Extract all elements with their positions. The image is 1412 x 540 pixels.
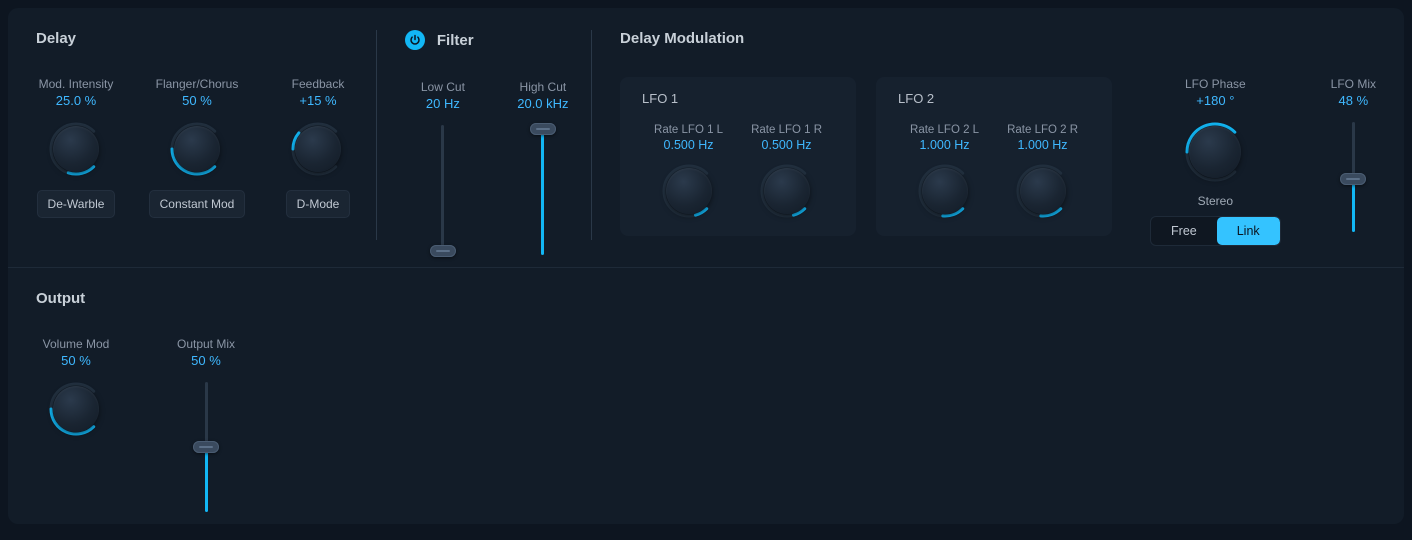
- lfo1-title: LFO 1: [642, 91, 834, 106]
- lfo2-title: LFO 2: [898, 91, 1090, 106]
- dmode-button[interactable]: D-Mode: [286, 190, 351, 218]
- lfo2-rate-r-value[interactable]: 1.000 Hz: [1018, 138, 1068, 152]
- high-cut-control: High Cut 20.0 kHz: [513, 80, 573, 255]
- delay-title: Delay: [36, 30, 358, 47]
- low-cut-value[interactable]: 20 Hz: [426, 96, 460, 111]
- lfo1-rate-l-label: Rate LFO 1 L: [654, 124, 723, 136]
- delay-controls: Mod. Intensity 25.0 % De-Warble Flanger/…: [36, 77, 358, 218]
- mod-intensity-control: Mod. Intensity 25.0 % De-Warble: [36, 77, 116, 218]
- flanger-chorus-knob[interactable]: [170, 122, 224, 176]
- high-cut-label: High Cut: [520, 80, 567, 94]
- filter-title: Filter: [437, 32, 474, 49]
- lfo1-rate-r-knob[interactable]: [760, 164, 814, 218]
- delay-mod-controls: LFO 1 Rate LFO 1 L 0.500 Hz Rate LFO 1 R…: [620, 77, 1376, 246]
- output-section: Output Volume Mod 50 % Output Mix 50 %: [8, 268, 1404, 534]
- feedback-control: Feedback +15 % D-Mode: [278, 77, 358, 218]
- feedback-knob[interactable]: [291, 122, 345, 176]
- volume-mod-control: Volume Mod 50 %: [36, 337, 116, 512]
- filter-section: Filter Low Cut 20 Hz High Cut 20.0 kHz: [405, 30, 573, 245]
- delay-section: Delay Mod. Intensity 25.0 % De-Warble Fl…: [36, 30, 358, 245]
- flanger-chorus-value[interactable]: 50 %: [182, 93, 212, 108]
- output-title: Output: [36, 290, 1376, 307]
- stereo-label: Stereo: [1198, 194, 1233, 208]
- mod-intensity-knob[interactable]: [49, 122, 103, 176]
- effects-panel: Delay Mod. Intensity 25.0 % De-Warble Fl…: [8, 8, 1404, 524]
- divider-1: [376, 30, 377, 240]
- lfo1-rate-l-value[interactable]: 0.500 Hz: [664, 138, 714, 152]
- lfo1-rate-l-knob[interactable]: [662, 164, 716, 218]
- lfo1-box: LFO 1 Rate LFO 1 L 0.500 Hz Rate LFO 1 R…: [620, 77, 856, 236]
- volume-mod-label: Volume Mod: [43, 337, 110, 351]
- output-controls: Volume Mod 50 % Output Mix 50 %: [36, 337, 1376, 512]
- lfo-phase-label: LFO Phase: [1185, 77, 1246, 91]
- lfo2-rate-l-label: Rate LFO 2 L: [910, 124, 979, 136]
- feedback-label: Feedback: [292, 77, 345, 91]
- high-cut-value[interactable]: 20.0 kHz: [517, 96, 568, 111]
- delay-mod-title: Delay Modulation: [620, 30, 1376, 47]
- top-row: Delay Mod. Intensity 25.0 % De-Warble Fl…: [8, 8, 1404, 268]
- low-cut-control: Low Cut 20 Hz: [413, 80, 473, 255]
- output-mix-control: Output Mix 50 %: [166, 337, 246, 512]
- volume-mod-knob[interactable]: [49, 382, 103, 436]
- stereo-free-button[interactable]: Free: [1151, 217, 1217, 245]
- lfo-mix-control: LFO Mix 48 %: [1331, 77, 1376, 232]
- divider-2: [591, 30, 592, 240]
- output-mix-slider[interactable]: [205, 382, 208, 512]
- lfo2-box: LFO 2 Rate LFO 2 L 1.000 Hz Rate LFO 2 R…: [876, 77, 1112, 236]
- output-mix-value[interactable]: 50 %: [191, 353, 221, 368]
- lfo-mix-label: LFO Mix: [1331, 77, 1376, 91]
- filter-header: Filter: [405, 30, 573, 50]
- lfo1-rate-r-control: Rate LFO 1 R 0.500 Hz: [751, 124, 822, 218]
- stereo-segmented: Free Link: [1150, 216, 1281, 246]
- volume-mod-value[interactable]: 50 %: [61, 353, 91, 368]
- mod-intensity-value[interactable]: 25.0 %: [56, 93, 96, 108]
- delay-modulation-section: Delay Modulation LFO 1 Rate LFO 1 L 0.50…: [620, 30, 1376, 245]
- lfo2-rate-r-label: Rate LFO 2 R: [1007, 124, 1078, 136]
- flanger-chorus-label: Flanger/Chorus: [156, 77, 239, 91]
- lfo-mix-value[interactable]: 48 %: [1339, 93, 1369, 108]
- lfo1-rate-r-label: Rate LFO 1 R: [751, 124, 822, 136]
- stereo-link-button[interactable]: Link: [1217, 217, 1280, 245]
- filter-controls: Low Cut 20 Hz High Cut 20.0 kHz: [405, 80, 573, 255]
- low-cut-slider[interactable]: [441, 125, 444, 255]
- lfo2-rate-l-control: Rate LFO 2 L 1.000 Hz: [910, 124, 979, 218]
- lfo2-rate-l-value[interactable]: 1.000 Hz: [920, 138, 970, 152]
- constant-mod-button[interactable]: Constant Mod: [149, 190, 246, 218]
- flanger-chorus-control: Flanger/Chorus 50 % Constant Mod: [152, 77, 242, 218]
- lfo-phase-value[interactable]: +180 °: [1196, 93, 1234, 108]
- mod-intensity-label: Mod. Intensity: [39, 77, 114, 91]
- high-cut-slider[interactable]: [541, 125, 544, 255]
- lfo2-rate-l-knob[interactable]: [918, 164, 972, 218]
- lfo1-rate-r-value[interactable]: 0.500 Hz: [762, 138, 812, 152]
- lfo2-rate-r-control: Rate LFO 2 R 1.000 Hz: [1007, 124, 1078, 218]
- lfo-phase-stereo-block: LFO Phase +180 ° Stereo Free Link: [1150, 77, 1281, 246]
- lfo-phase-knob[interactable]: [1185, 122, 1245, 182]
- output-mix-label: Output Mix: [177, 337, 235, 351]
- dewarble-button[interactable]: De-Warble: [37, 190, 116, 218]
- lfo2-rate-r-knob[interactable]: [1016, 164, 1070, 218]
- filter-power-icon[interactable]: [405, 30, 425, 50]
- lfo1-rate-l-control: Rate LFO 1 L 0.500 Hz: [654, 124, 723, 218]
- feedback-value[interactable]: +15 %: [299, 93, 336, 108]
- low-cut-label: Low Cut: [421, 80, 465, 94]
- lfo-mix-slider[interactable]: [1352, 122, 1355, 232]
